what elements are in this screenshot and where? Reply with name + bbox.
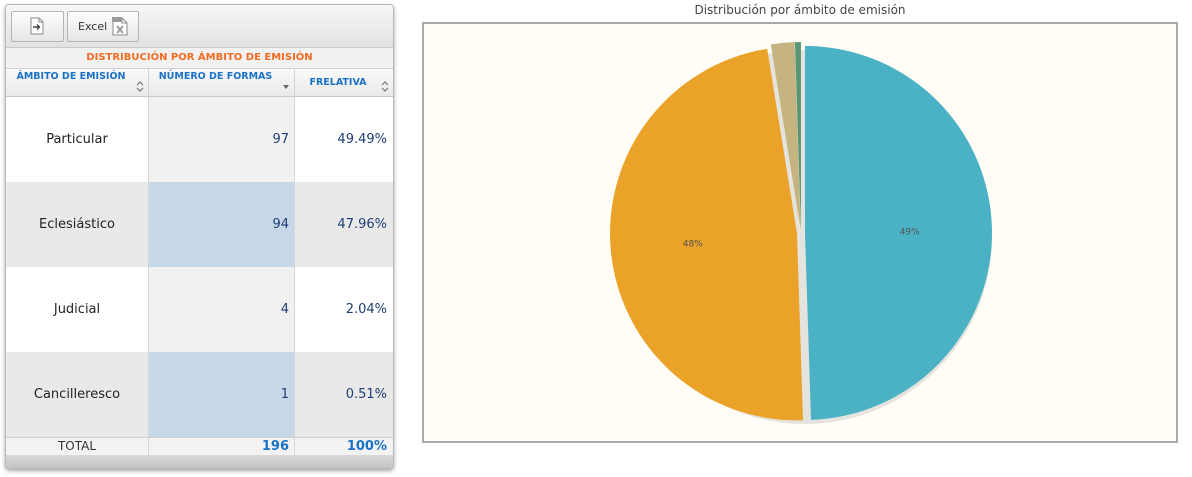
chart-area: 49% 48% <box>422 22 1178 443</box>
toolbar: Excel <box>6 5 393 48</box>
pie-data-label: 48% <box>683 239 703 249</box>
sort-down-icon <box>282 77 290 96</box>
pie-slice-judicial[interactable] <box>770 42 801 230</box>
export-button[interactable] <box>11 11 64 42</box>
grid-title: DISTRIBUCIÓN POR ÁMBITO DE EMISIÓN <box>6 48 393 69</box>
pie-data-label: 49% <box>900 227 920 237</box>
column-header-numero[interactable]: NÚMERO DE FORMAS <box>149 69 295 97</box>
column-header-label: ÁMBITO DE EMISIÓN <box>16 71 126 82</box>
total-label: TOTAL <box>6 438 149 455</box>
cell-numero: 94 <box>149 182 295 267</box>
excel-export-button[interactable]: Excel <box>67 11 139 42</box>
column-header-ambito[interactable]: ÁMBITO DE EMISIÓN <box>6 69 149 97</box>
export-icon <box>30 17 44 39</box>
sort-updown-icon <box>381 77 389 96</box>
grid-footer <box>6 455 393 468</box>
total-frelativa: 100% <box>346 439 387 454</box>
excel-file-icon <box>111 16 129 40</box>
sort-updown-icon <box>136 77 144 96</box>
table-row[interactable]: Particular 97 49.49% <box>6 97 393 182</box>
total-row: TOTAL 196 100% <box>6 437 393 455</box>
cell-ambito: Eclesiástico <box>6 182 149 267</box>
cell-numero: 97 <box>149 97 295 182</box>
table-row[interactable]: Eclesiástico 94 47.96% <box>6 182 393 267</box>
pie-slice-eclesiastico[interactable] <box>610 48 804 421</box>
pie-slice-particular[interactable] <box>804 45 992 420</box>
chart-title: Distribución por ámbito de emisión <box>694 3 906 17</box>
excel-label: Excel <box>78 20 108 33</box>
column-header-label: NÚMERO DE FORMAS <box>158 71 273 82</box>
column-header-frelativa[interactable]: FRELATIVA <box>295 69 393 97</box>
total-numero: 196 <box>149 438 295 455</box>
pie-slice-cancilleresco[interactable] <box>794 42 801 230</box>
cell-frelativa: 2.04% <box>345 302 387 317</box>
cell-ambito: Cancilleresco <box>6 352 149 437</box>
cell-frelativa: 47.96% <box>337 217 387 232</box>
cell-frelativa: 0.51% <box>345 387 387 402</box>
column-header-label: FRELATIVA <box>309 77 367 88</box>
cell-ambito: Judicial <box>6 267 149 352</box>
pie-chart: 49% 48% <box>610 42 992 424</box>
cell-ambito: Particular <box>6 97 149 182</box>
cell-numero: 1 <box>149 352 295 437</box>
table-row[interactable]: Cancilleresco 1 0.51% <box>6 352 393 437</box>
table-row[interactable]: Judicial 4 2.04% <box>6 267 393 352</box>
cell-frelativa: 49.49% <box>337 132 387 147</box>
grid-panel: Excel DISTRIBUCIÓN POR ÁMBITO DE EMISIÓN… <box>5 4 394 469</box>
cell-numero: 4 <box>149 267 295 352</box>
